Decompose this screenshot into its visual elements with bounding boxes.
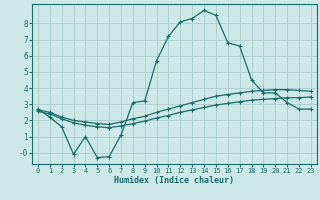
X-axis label: Humidex (Indice chaleur): Humidex (Indice chaleur): [115, 176, 234, 185]
